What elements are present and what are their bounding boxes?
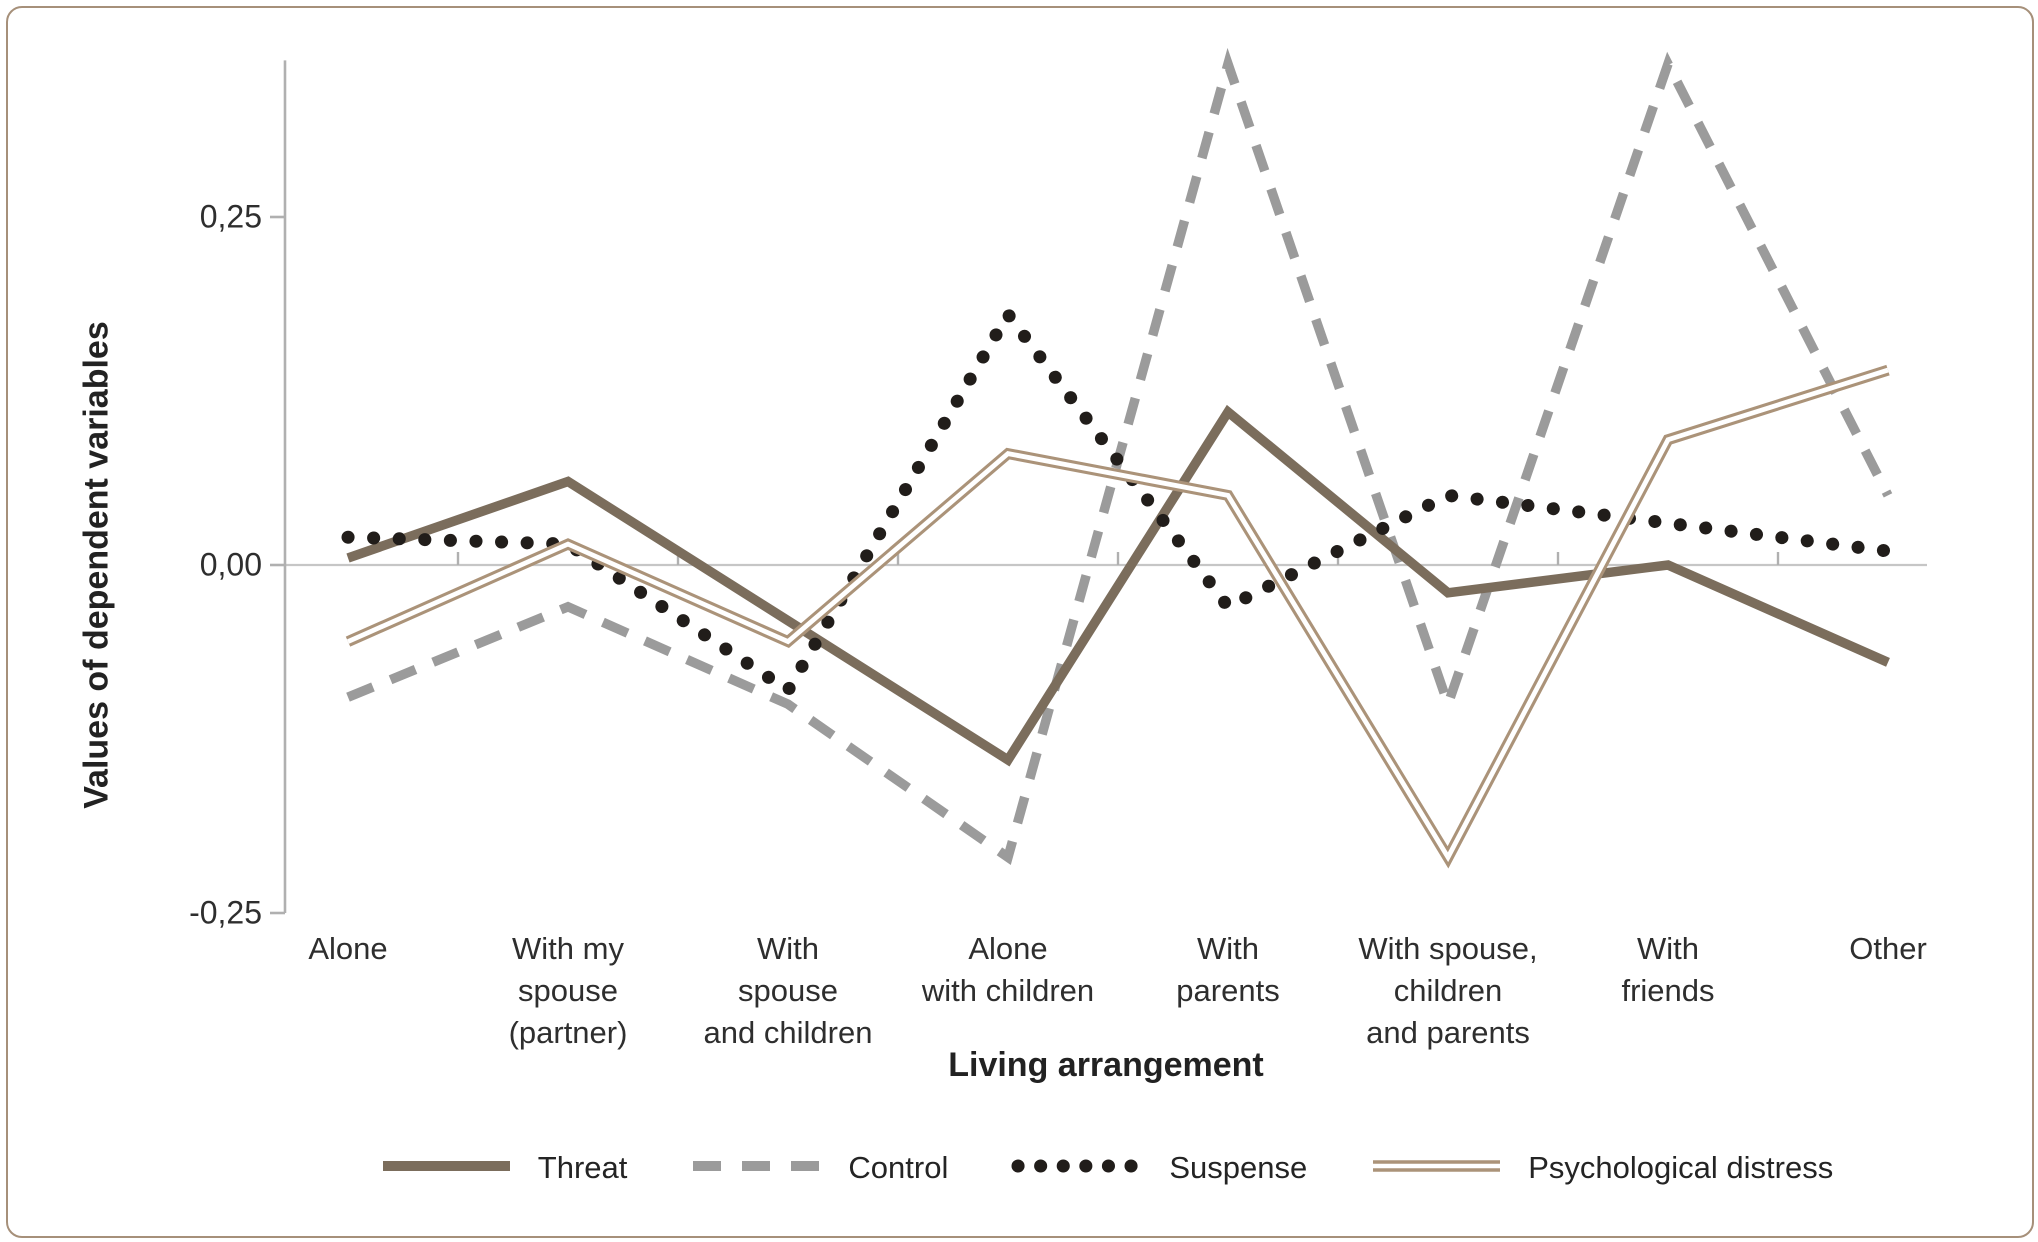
x-category-label: With my spouse (partner) bbox=[509, 928, 628, 1054]
x-category-label-line: With bbox=[757, 931, 819, 966]
x-category-label-line: friends bbox=[1621, 973, 1715, 1008]
y-axis-title: Values of dependent variables bbox=[77, 321, 116, 809]
x-category-label-line: With my bbox=[512, 931, 624, 966]
legend-item: Control bbox=[689, 1150, 948, 1186]
series-line-double bbox=[347, 367, 1889, 863]
legend-label: Suspense bbox=[1169, 1150, 1308, 1185]
x-category-label: Alone with children bbox=[922, 928, 1094, 1012]
x-category-label-line: children bbox=[1393, 973, 1503, 1008]
x-category-label-line: Other bbox=[1849, 931, 1927, 966]
x-category-label-line: parents bbox=[1176, 973, 1280, 1008]
x-axis-title: Living arrangement bbox=[948, 1046, 1264, 1084]
legend-label: Control bbox=[848, 1150, 949, 1185]
legend-swatch-dotted-icon bbox=[1010, 1155, 1145, 1182]
x-category-label-line: Alone bbox=[968, 931, 1048, 966]
legend-item: Psychological distress bbox=[1369, 1150, 1833, 1186]
x-category-label-line: spouse bbox=[738, 973, 838, 1008]
x-category-label: With spouse, children and parents bbox=[1358, 928, 1537, 1054]
x-category-label: With friends bbox=[1621, 928, 1714, 1012]
figure-border bbox=[6, 6, 2034, 1238]
x-category-label-line: (partner) bbox=[508, 1015, 628, 1050]
x-category-label: Other bbox=[1849, 928, 1927, 970]
x-category-label: With parents bbox=[1176, 928, 1279, 1012]
x-category-label: With spouse and children bbox=[704, 928, 873, 1054]
x-category-label-line: Alone bbox=[308, 931, 388, 966]
y-tick-label: 0,25 bbox=[199, 198, 262, 235]
legend-label: Psychological distress bbox=[1528, 1150, 1834, 1185]
x-category-label: Alone bbox=[308, 928, 387, 970]
y-tick-label: 0,00 bbox=[199, 546, 262, 583]
legend-swatch-double-icon bbox=[1369, 1155, 1504, 1182]
x-category-label-line: With bbox=[1636, 931, 1699, 966]
legend-swatch-dashed-icon bbox=[689, 1155, 824, 1182]
series-line-dotted bbox=[341, 307, 1895, 697]
y-tick-label: -0,25 bbox=[189, 894, 262, 931]
legend-label: Threat bbox=[537, 1150, 628, 1185]
legend-item: Threat bbox=[379, 1150, 628, 1186]
x-category-label-line: spouse bbox=[518, 973, 618, 1008]
x-category-label-line: With spouse, bbox=[1358, 931, 1538, 966]
legend-swatch-solid-icon bbox=[379, 1155, 514, 1182]
x-category-label-line: With bbox=[1197, 931, 1259, 966]
legend: Threat Control Suspense Psychological distr… bbox=[285, 1136, 1927, 1200]
x-category-label-line: and parents bbox=[1366, 1015, 1530, 1050]
legend-item: Suspense bbox=[1010, 1150, 1307, 1186]
x-category-label-line: and children bbox=[703, 1015, 873, 1050]
x-category-label-line: with children bbox=[921, 973, 1095, 1008]
series-line-solid bbox=[346, 404, 1890, 767]
